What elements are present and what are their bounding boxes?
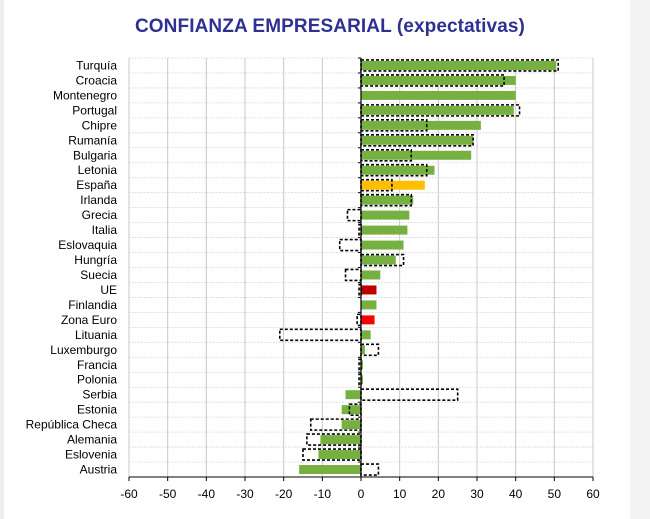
- category-label: Croacia: [76, 73, 118, 87]
- category-labels: TurquíaCroaciaMontenegroPortugalChipreRu…: [26, 58, 118, 476]
- x-tick-label: 30: [470, 487, 484, 501]
- bar: [361, 60, 557, 70]
- outline-bar: [360, 178, 393, 192]
- category-label: Letonia: [78, 163, 118, 177]
- bar: [361, 330, 371, 340]
- tick-labels: -60 -50 -40 -30 -20 -10 0 10 20 30 40 50 60: [120, 487, 600, 501]
- category-label: Portugal: [72, 103, 117, 117]
- category-label: Francia: [77, 358, 117, 372]
- bar: [361, 180, 425, 190]
- category-label: Alemania: [67, 433, 117, 447]
- category-label: Grecia: [82, 208, 118, 222]
- bar: [361, 210, 410, 220]
- bar: [299, 465, 361, 475]
- x-tick-label: -50: [159, 487, 177, 501]
- outline-bar: [360, 388, 459, 401]
- x-tick-label: -30: [236, 487, 254, 501]
- outline-bar: [346, 208, 362, 222]
- x-tick-label: 60: [586, 487, 600, 501]
- bar: [341, 405, 361, 415]
- bar: [361, 375, 363, 385]
- bar: [361, 360, 363, 370]
- bar: [361, 270, 381, 280]
- category-label: Irlanda: [80, 193, 117, 207]
- axes: [128, 57, 594, 481]
- bar: [318, 450, 361, 460]
- outline-bar: [306, 433, 362, 446]
- category-label: Austria: [80, 463, 118, 477]
- bar: [361, 105, 514, 115]
- outline-bar: [278, 328, 362, 342]
- category-label: República Checa: [26, 418, 118, 432]
- bar: [361, 300, 377, 310]
- outline-bar: [356, 313, 362, 327]
- category-label: UE: [100, 283, 117, 297]
- category-label: Lituania: [75, 328, 117, 342]
- category-label: Estonia: [77, 403, 117, 417]
- x-tick-label: 0: [358, 487, 365, 501]
- category-label: Bulgaria: [73, 148, 117, 162]
- bar: [361, 240, 404, 250]
- bar: [361, 75, 516, 85]
- category-label: Rumanía: [68, 133, 117, 147]
- bar: [345, 390, 361, 400]
- bar: [361, 225, 408, 235]
- x-tick-label: 10: [393, 487, 407, 501]
- category-label: Luxemburgo: [50, 343, 117, 357]
- bar: [361, 195, 414, 205]
- category-label: Serbia: [82, 388, 117, 402]
- outline-bar: [338, 238, 362, 252]
- chart-title: CONFIANZA EMPRESARIAL (expectativas): [134, 16, 525, 37]
- x-tick-label: -20: [275, 487, 293, 501]
- bar: [361, 150, 472, 160]
- category-label: Chipre: [82, 118, 118, 132]
- bar: [361, 345, 365, 355]
- bar: [361, 90, 516, 100]
- bar: [361, 315, 375, 325]
- category-label: Hungría: [74, 253, 117, 267]
- bar: [361, 120, 481, 130]
- category-label: Eslovenia: [65, 448, 117, 462]
- category-label: Montenegro: [53, 88, 117, 102]
- bar: [341, 420, 361, 430]
- bar: [361, 135, 474, 145]
- bar: [361, 255, 396, 265]
- x-tick-label: -60: [120, 487, 138, 501]
- outline-bar: [360, 463, 380, 476]
- category-label: Italia: [92, 223, 118, 237]
- x-tick-label: 50: [548, 487, 562, 501]
- category-label: España: [76, 178, 117, 192]
- x-tick-label: 40: [509, 487, 523, 501]
- category-label: Suecia: [80, 268, 117, 282]
- bar: [361, 165, 435, 175]
- category-label: Zona Euro: [61, 313, 117, 327]
- category-label: Eslovaquia: [58, 238, 117, 252]
- bar: [361, 285, 377, 295]
- bar: [320, 435, 361, 445]
- left-edge: [0, 0, 4, 519]
- x-tick-label: -10: [314, 487, 332, 501]
- bars: [299, 60, 557, 475]
- category-label: Turquía: [76, 58, 117, 72]
- right-edge: [630, 0, 650, 519]
- x-tick-label: 20: [432, 487, 446, 501]
- outline-bar: [302, 448, 362, 461]
- outline-bar: [344, 268, 362, 282]
- x-tick-label: -40: [198, 487, 216, 501]
- category-label: Finlandia: [68, 298, 117, 312]
- category-label: Polonia: [77, 373, 117, 387]
